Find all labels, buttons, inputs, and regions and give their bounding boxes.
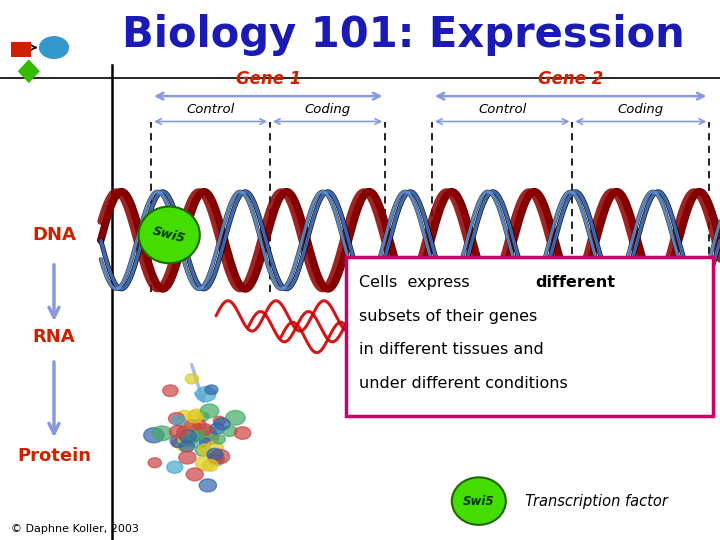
Circle shape [199,438,211,447]
Circle shape [208,453,223,464]
Circle shape [191,430,204,441]
Circle shape [200,431,219,444]
Text: Coding: Coding [618,103,664,116]
Circle shape [181,428,201,443]
Circle shape [211,449,230,464]
Circle shape [198,444,212,455]
Circle shape [213,435,225,444]
Circle shape [169,426,186,438]
Circle shape [179,451,196,464]
Circle shape [179,430,197,443]
Circle shape [207,448,222,460]
Circle shape [197,412,209,421]
Circle shape [185,374,199,384]
Text: Transcription factor: Transcription factor [516,494,668,509]
Text: Cells  express: Cells express [359,275,474,291]
Circle shape [210,423,225,434]
Text: RNA: RNA [32,328,76,347]
Circle shape [168,413,184,424]
Circle shape [178,432,196,445]
Circle shape [176,426,194,439]
Circle shape [200,404,219,418]
Circle shape [189,409,204,421]
Circle shape [196,456,215,471]
Circle shape [176,439,193,452]
Ellipse shape [138,206,199,264]
Text: Protein: Protein [17,447,91,465]
Bar [11,42,31,57]
Text: © Daphne Koller, 2003: © Daphne Koller, 2003 [11,523,139,534]
Polygon shape [18,59,40,83]
Circle shape [186,411,203,423]
Circle shape [179,441,194,452]
Text: Control: Control [186,103,235,116]
Circle shape [213,416,225,426]
Circle shape [193,420,206,429]
Circle shape [225,410,246,425]
Circle shape [186,468,203,481]
Text: under different conditions: under different conditions [359,376,567,391]
Text: Swi5: Swi5 [151,224,187,246]
Circle shape [184,420,199,431]
Circle shape [197,424,212,435]
Circle shape [166,461,183,473]
Text: Control: Control [478,103,526,116]
Text: DNA: DNA [32,226,76,244]
Text: Biology 101: Expression: Biology 101: Expression [122,14,685,56]
Text: Gene 1: Gene 1 [235,70,301,88]
Circle shape [195,444,211,456]
Circle shape [148,458,161,468]
Circle shape [163,385,178,396]
FancyBboxPatch shape [346,256,713,416]
Circle shape [172,439,184,448]
Circle shape [196,387,216,402]
Text: Gene 2: Gene 2 [538,70,603,88]
Circle shape [206,441,223,454]
Text: Swi5: Swi5 [463,495,495,508]
Circle shape [144,428,164,443]
Circle shape [170,435,187,447]
Text: in different tissues and: in different tissues and [359,342,544,357]
Circle shape [40,37,68,58]
Circle shape [234,427,251,439]
Circle shape [199,479,217,492]
Circle shape [208,451,224,463]
Ellipse shape [452,477,505,525]
Text: different: different [535,275,615,291]
Text: Coding: Coding [305,103,351,116]
Circle shape [202,460,218,471]
Circle shape [210,454,225,465]
Circle shape [177,410,191,420]
Circle shape [214,418,230,430]
Circle shape [153,426,172,441]
Circle shape [182,431,195,441]
Circle shape [192,439,204,448]
Text: subsets of their genes: subsets of their genes [359,309,537,324]
Circle shape [205,385,218,395]
Circle shape [222,426,237,436]
Circle shape [182,436,196,446]
Circle shape [172,416,186,426]
Circle shape [200,427,217,439]
Circle shape [185,421,201,434]
